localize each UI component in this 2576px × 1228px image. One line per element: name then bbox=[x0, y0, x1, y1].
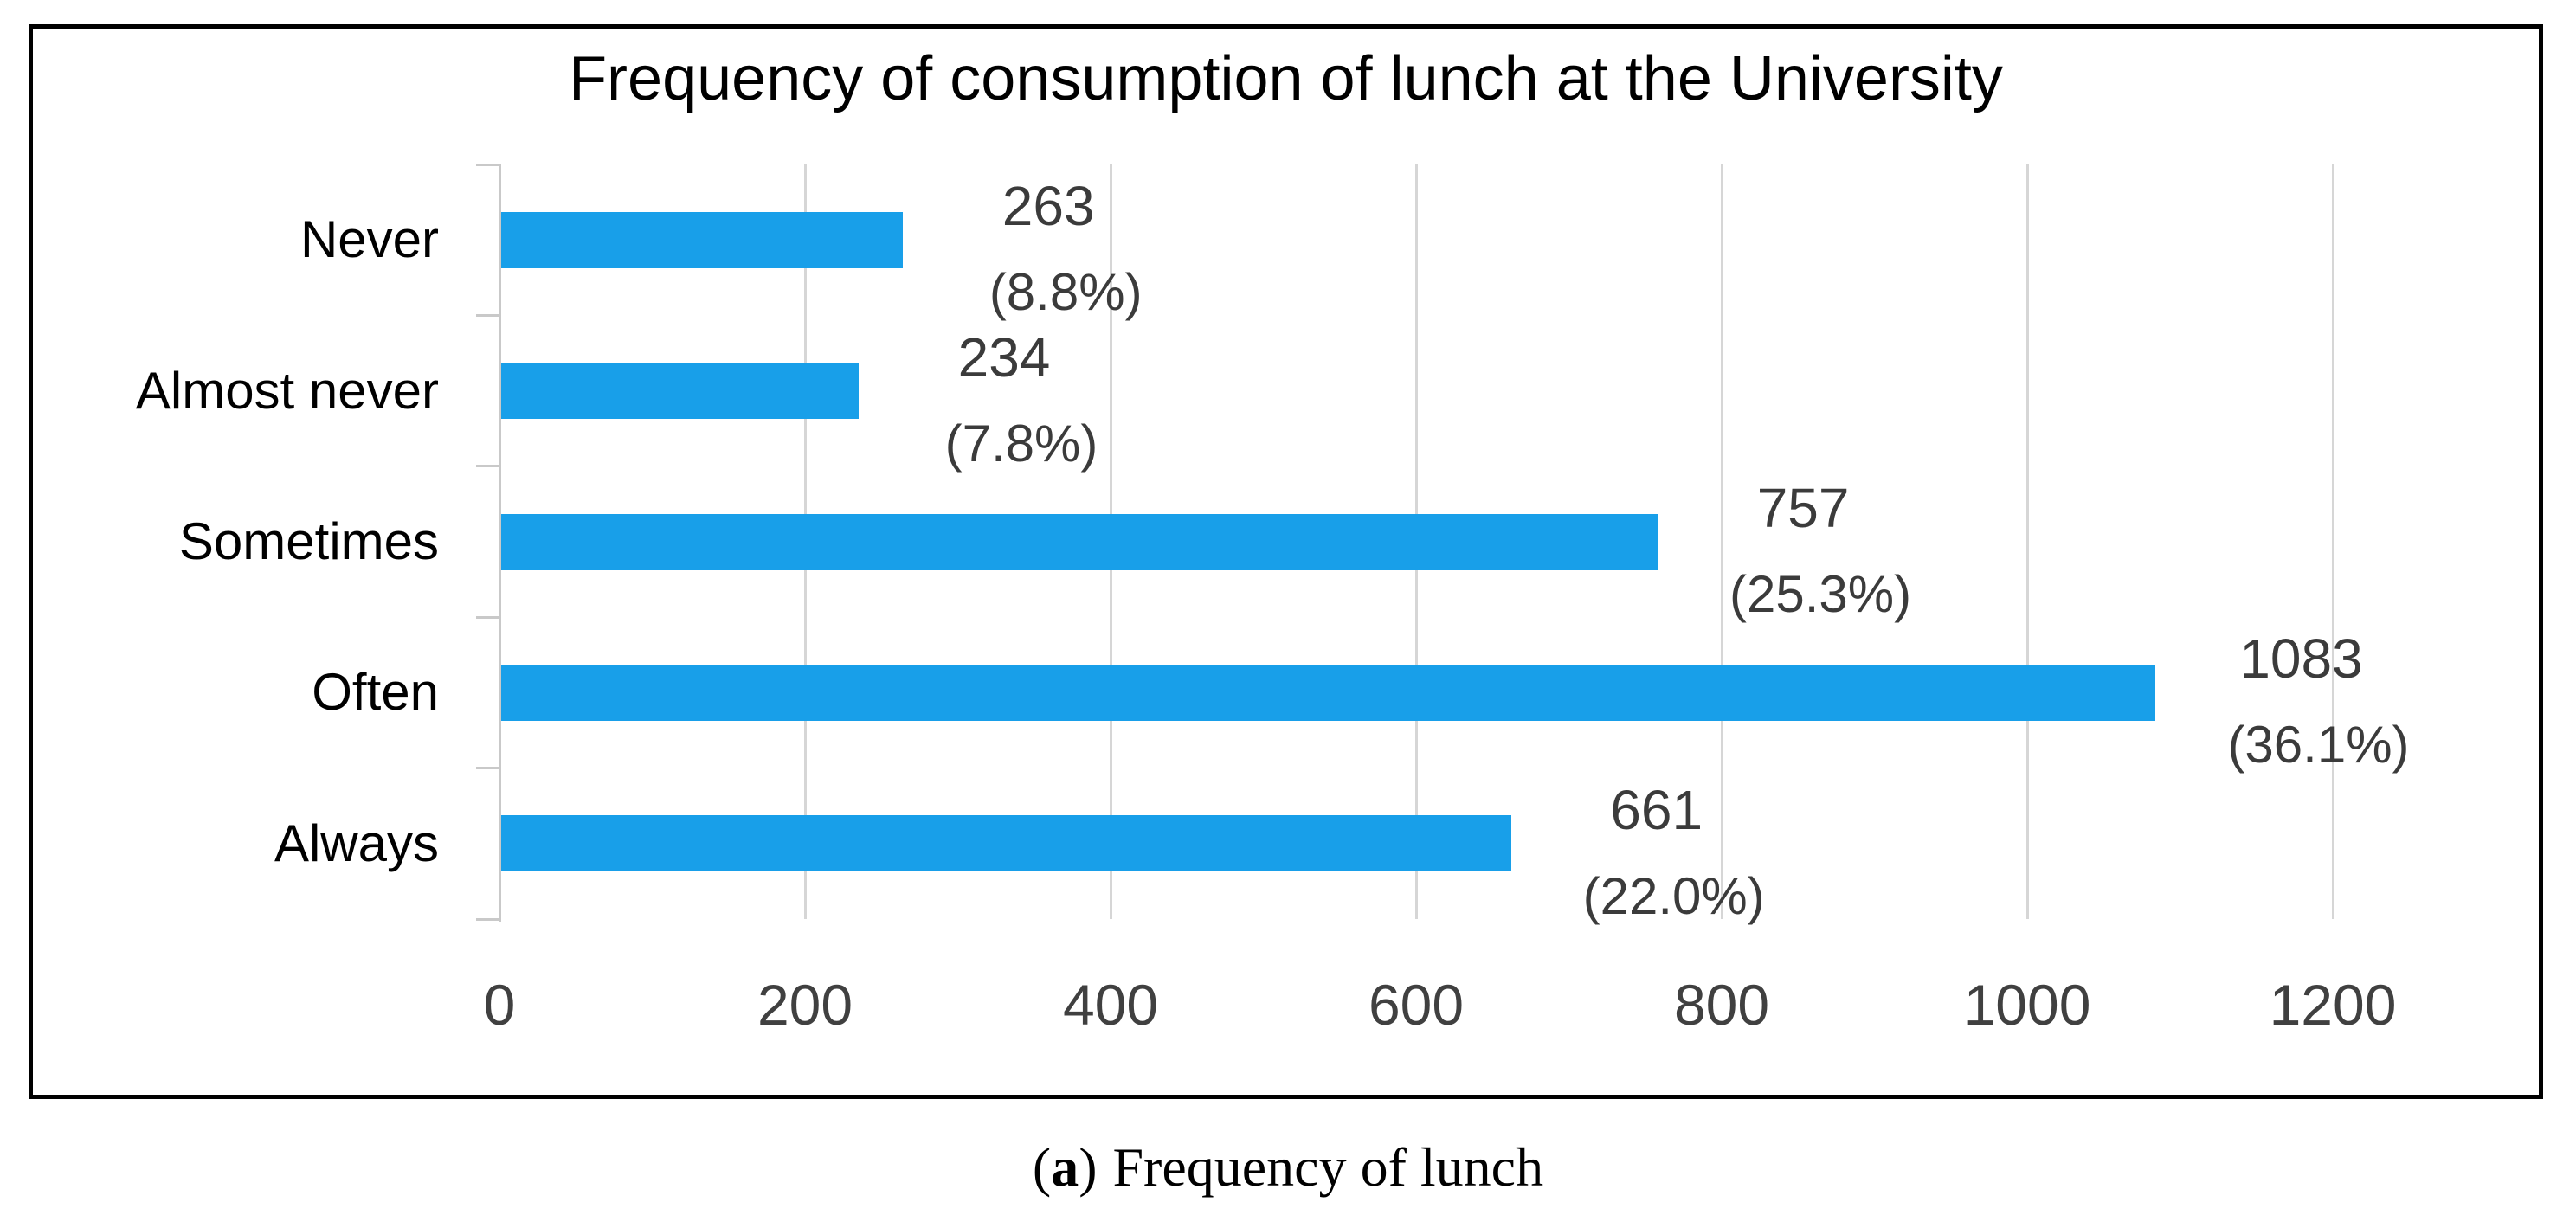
value-label-always: 661 bbox=[1610, 778, 1703, 841]
x-axis-label-1000: 1000 bbox=[1963, 973, 2091, 1037]
bar-sometimes bbox=[501, 513, 1658, 570]
gridline-800 bbox=[1720, 164, 1723, 919]
value-label-never: 263 bbox=[1001, 175, 1095, 238]
category-label-almost-never: Almost never bbox=[135, 361, 439, 420]
percent-label-always: (22.0%) bbox=[1582, 866, 1765, 925]
category-label-often: Often bbox=[312, 663, 439, 722]
y-axis-tick-3 bbox=[476, 615, 499, 619]
y-axis-tick-1 bbox=[476, 313, 499, 317]
caption-paren-close: ) bbox=[1079, 1136, 1098, 1198]
y-axis-line bbox=[498, 164, 501, 922]
percent-label-almost-never: (7.8%) bbox=[944, 414, 1098, 473]
value-label-sometimes: 757 bbox=[1756, 477, 1850, 539]
gridline-1000 bbox=[2025, 164, 2029, 919]
bar-never bbox=[501, 211, 904, 268]
value-label-often: 1083 bbox=[2239, 627, 2363, 691]
chart-title: Frequency of consumption of lunch at the… bbox=[569, 44, 2003, 113]
x-axis-label-200: 200 bbox=[757, 973, 853, 1037]
caption-paren-open: ( bbox=[1032, 1136, 1052, 1198]
category-label-sometimes: Sometimes bbox=[178, 512, 439, 570]
caption-label: a bbox=[1051, 1136, 1079, 1198]
value-label-almost-never: 234 bbox=[957, 325, 1051, 389]
gridline-1200 bbox=[2331, 164, 2334, 919]
bar-often bbox=[501, 664, 2156, 721]
category-label-never: Never bbox=[299, 210, 439, 269]
y-axis-tick-2 bbox=[476, 465, 499, 468]
y-axis-tick-5 bbox=[476, 917, 499, 921]
percent-label-sometimes: (25.3%) bbox=[1729, 565, 1912, 623]
x-axis-label-1200: 1200 bbox=[2269, 973, 2397, 1037]
y-axis-tick-4 bbox=[476, 767, 499, 770]
category-label-always: Always bbox=[274, 813, 439, 872]
x-axis-label-800: 800 bbox=[1673, 973, 1770, 1037]
x-axis-label-0: 0 bbox=[483, 973, 516, 1037]
y-axis-tick-0 bbox=[476, 163, 499, 166]
bar-always bbox=[501, 815, 1511, 872]
percent-label-often: (36.1%) bbox=[2227, 716, 2410, 775]
figure-caption: (a) Frequency of lunch bbox=[0, 1135, 2576, 1199]
x-axis-label-400: 400 bbox=[1062, 973, 1159, 1037]
bar-almost-never bbox=[501, 363, 859, 420]
x-axis-label-600: 600 bbox=[1368, 973, 1465, 1037]
caption-text: Frequency of lunch bbox=[1112, 1136, 1544, 1198]
percent-label-never: (8.8%) bbox=[989, 263, 1143, 322]
